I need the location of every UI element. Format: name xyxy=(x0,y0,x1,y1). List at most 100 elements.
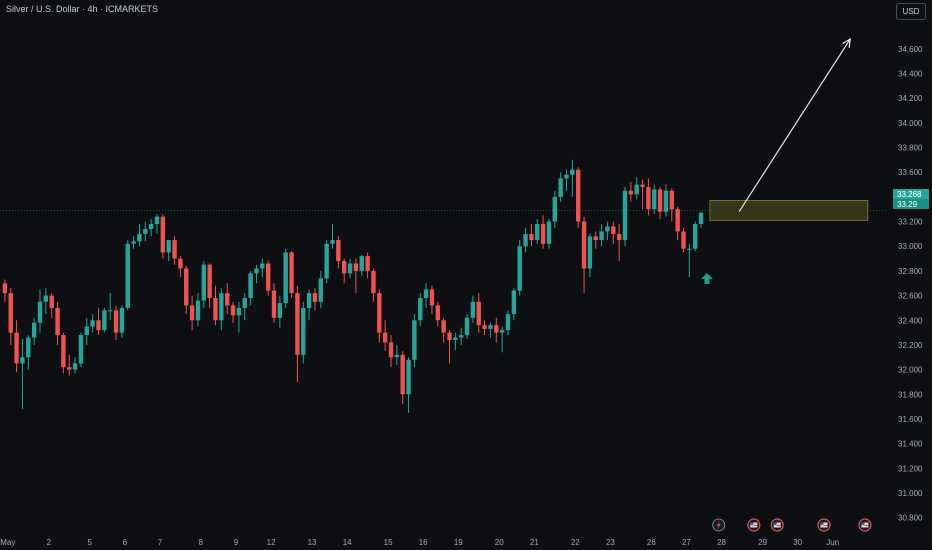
time-tick-label: 2 xyxy=(47,538,52,547)
candle-down xyxy=(295,293,300,355)
candle-down xyxy=(113,310,119,333)
candle-up xyxy=(698,212,704,225)
candle-down xyxy=(611,226,616,234)
candle-up xyxy=(663,190,669,212)
event-flags[interactable] xyxy=(712,518,872,532)
candle-down xyxy=(8,293,13,333)
candle-up xyxy=(330,240,335,244)
arrow-shaft xyxy=(738,38,851,213)
candle-up xyxy=(43,295,49,302)
candle-up xyxy=(652,189,657,210)
candle-up xyxy=(412,320,417,360)
candle-down xyxy=(342,261,347,274)
candle-up xyxy=(470,301,476,318)
price-tick-label: 32.600 xyxy=(898,292,923,301)
time-tick-label: 14 xyxy=(343,538,352,547)
time-tick-label: 28 xyxy=(717,538,726,547)
candle-down xyxy=(429,289,435,306)
candle-up xyxy=(488,325,493,329)
price-tick-label: 31.200 xyxy=(898,464,923,473)
time-axis[interactable]: May 2 5 6 7 8 9 12 13 14 15 16 19 20 21 22 23 26 27 28 29 30 J… xyxy=(0,538,839,547)
candle-up xyxy=(552,196,557,222)
price-tick-label: 32.000 xyxy=(898,366,923,375)
projection-arrow xyxy=(738,37,851,213)
currency-button[interactable]: USD xyxy=(896,3,926,20)
time-tick-label: 26 xyxy=(647,538,656,547)
candle-up xyxy=(154,216,160,225)
candle-down xyxy=(646,187,651,210)
candle-up xyxy=(119,307,125,333)
candle-down xyxy=(55,307,60,336)
level-price-label: 33.29 xyxy=(897,200,918,209)
candle-up xyxy=(359,256,364,271)
candle-up xyxy=(277,302,283,318)
candle-down xyxy=(494,325,499,333)
time-tick-label: 23 xyxy=(606,538,615,547)
arrow-head xyxy=(842,37,851,48)
up-arrow-marker xyxy=(701,273,713,284)
time-tick-label: Jun xyxy=(826,538,839,547)
candle-up xyxy=(102,310,107,331)
candle-down xyxy=(371,270,376,294)
candle-down xyxy=(377,293,382,333)
time-tick-label: 7 xyxy=(158,538,163,547)
candle-up xyxy=(634,184,639,195)
candle-up xyxy=(260,263,265,269)
candle-up xyxy=(306,293,312,308)
candle-down xyxy=(576,169,581,222)
candle-up xyxy=(254,268,259,274)
time-tick-label: 6 xyxy=(123,538,128,547)
price-tick-label: 31.600 xyxy=(898,415,923,424)
candle-down xyxy=(14,332,19,364)
candle-up xyxy=(693,224,698,249)
candle-down xyxy=(336,240,341,262)
time-tick-label: 5 xyxy=(88,538,93,547)
time-tick-label: 15 xyxy=(384,538,393,547)
price-tick-label: 33.200 xyxy=(898,218,923,227)
candle-up xyxy=(31,322,37,338)
candle-down xyxy=(593,236,598,241)
candle-down xyxy=(400,354,405,395)
candle-up xyxy=(418,298,423,321)
candle-up xyxy=(564,174,569,179)
candle-down xyxy=(230,305,236,316)
candle-up xyxy=(84,326,89,336)
time-tick-label: 20 xyxy=(495,538,504,547)
candle-up xyxy=(148,224,154,229)
candle-down xyxy=(640,184,645,188)
price-tick-label: 34.000 xyxy=(898,119,923,128)
candle-down xyxy=(96,320,101,331)
time-tick-label: 22 xyxy=(571,538,580,547)
candle-up xyxy=(242,298,247,308)
time-tick-label: 12 xyxy=(267,538,276,547)
time-tick-label: 19 xyxy=(454,538,463,547)
candle-up xyxy=(459,335,464,338)
candle-down xyxy=(312,293,318,302)
candle-up xyxy=(347,263,353,274)
candle-up xyxy=(236,307,242,316)
candle-down xyxy=(681,231,686,249)
candle-down xyxy=(482,325,487,329)
candle-down xyxy=(447,332,452,341)
time-tick-label: May xyxy=(0,538,15,547)
price-tick-label: 33.800 xyxy=(898,144,923,153)
candle-up xyxy=(499,330,505,333)
candle-down xyxy=(435,305,440,321)
candle-down xyxy=(388,342,394,358)
price-tick-label: 31.800 xyxy=(898,390,923,399)
time-tick-label: 21 xyxy=(530,538,539,547)
candle-down xyxy=(160,216,166,253)
price-axis[interactable]: 30.800 31.000 31.200 31.400 31.600 31.800 32.0… xyxy=(898,45,923,523)
candle-up xyxy=(90,320,95,327)
flag-canton xyxy=(820,522,824,525)
candle-up xyxy=(687,248,692,250)
candle-up xyxy=(72,363,78,370)
candle-down xyxy=(382,332,388,343)
candle-down xyxy=(353,263,359,271)
flag-body xyxy=(820,522,828,528)
zone-box xyxy=(709,200,869,221)
candle-down xyxy=(581,221,587,269)
candle-up xyxy=(108,310,113,312)
candle-down xyxy=(540,224,546,244)
